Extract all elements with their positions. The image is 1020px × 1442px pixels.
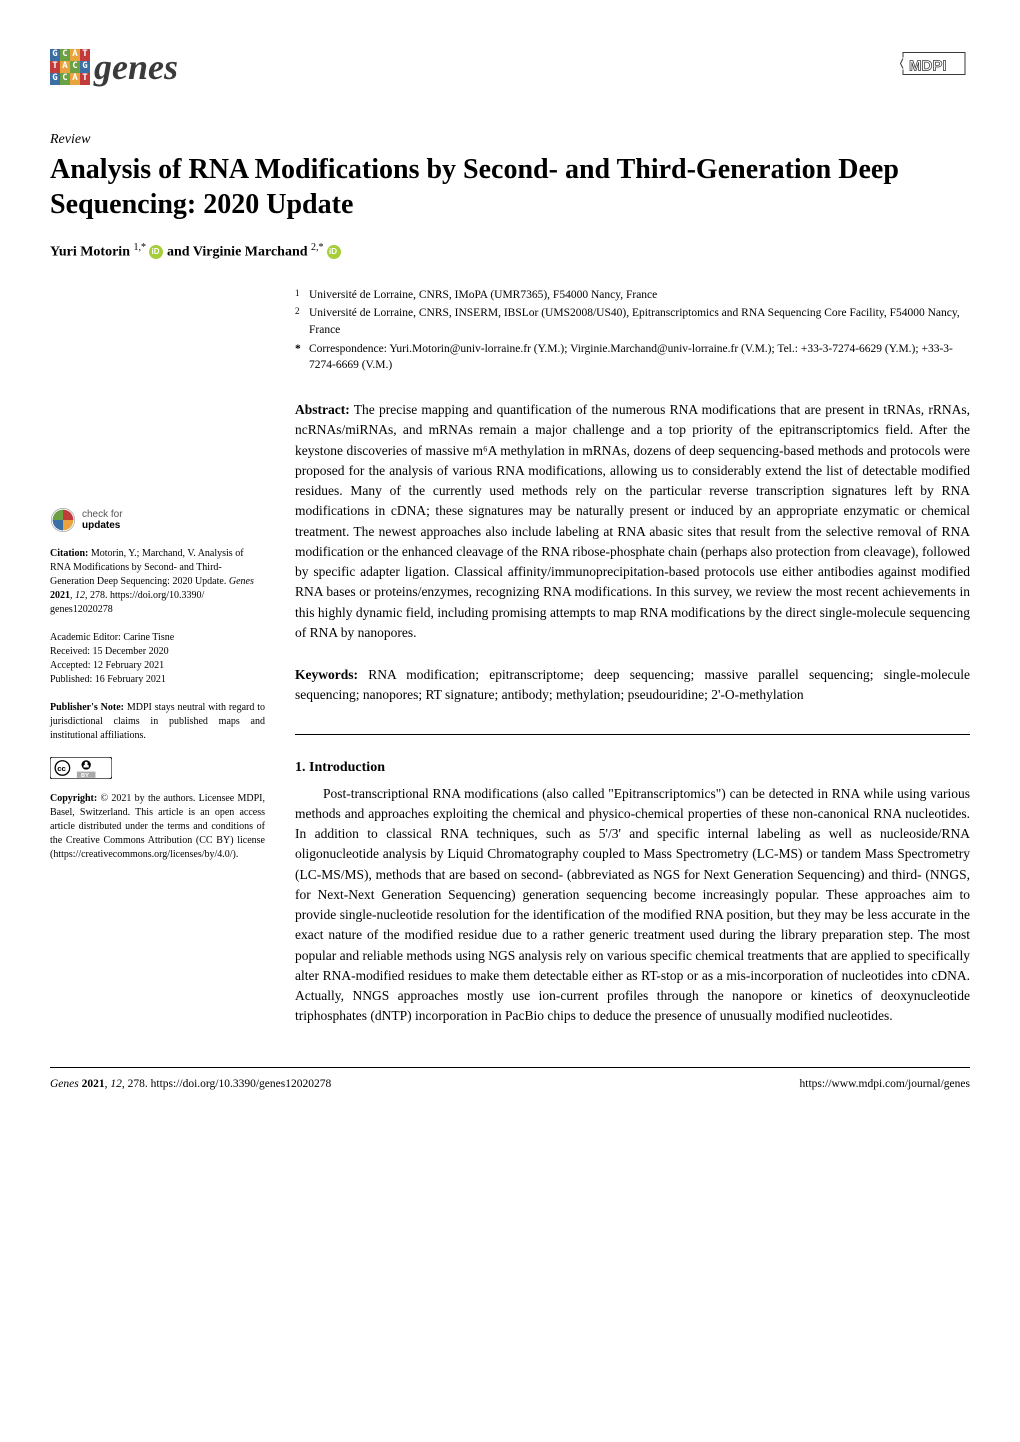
corr-star: * — [295, 341, 309, 358]
editor-name: Carine Tisne — [123, 632, 174, 643]
pubnote-label: Publisher's Note: — [50, 702, 124, 713]
cc-by-badge[interactable]: cc BY — [50, 757, 265, 784]
citation-block: Citation: Motorin, Y.; Marchand, V. Anal… — [50, 547, 265, 617]
footer-left: Genes 2021, 12, 278. https://doi.org/10.… — [50, 1076, 331, 1093]
author-1-star: * — [141, 242, 146, 253]
author-2-sup: 2, — [311, 242, 319, 253]
received-date: 15 December 2020 — [92, 646, 168, 657]
author-1-sup: 1, — [133, 242, 141, 253]
keywords-label: Keywords: — [295, 667, 358, 682]
page-footer: Genes 2021, 12, 278. https://doi.org/10.… — [50, 1067, 970, 1093]
author-2-star: * — [319, 242, 324, 253]
authors-line: Yuri Motorin 1,* and Virginie Marchand 2… — [50, 240, 970, 263]
svg-text:cc: cc — [57, 764, 66, 773]
corr-text: Correspondence: Yuri.Motorin@univ-lorrai… — [309, 343, 953, 372]
affil-1-text: Université de Lorraine, CNRS, IMoPA (UMR… — [309, 289, 657, 301]
section-divider — [295, 734, 970, 735]
article-type: Review — [50, 129, 970, 150]
orcid-icon[interactable] — [149, 245, 163, 259]
affiliations: 1Université de Lorraine, CNRS, IMoPA (UM… — [295, 287, 970, 374]
citation-rest: , 12, 278. https://doi.org/10.3390/ gene… — [50, 590, 204, 615]
article-title: Analysis of RNA Modifications by Second-… — [50, 152, 970, 222]
citation-journal: Genes — [229, 576, 254, 587]
journal-name: genes — [94, 40, 178, 94]
publisher-note: Publisher's Note: MDPI stays neutral wit… — [50, 701, 265, 743]
journal-logo: GCAT TACG GCAT genes — [50, 40, 178, 94]
copyright-block: Copyright: © 2021 by the authors. Licens… — [50, 792, 265, 862]
received-label: Received: — [50, 646, 92, 657]
genes-logo-grid: GCAT TACG GCAT — [50, 49, 90, 85]
footer-right: https://www.mdpi.com/journal/genes — [800, 1076, 970, 1093]
check-updates-badge[interactable]: check for updates — [50, 507, 265, 533]
accepted-label: Accepted: — [50, 660, 93, 671]
check-line1: check for — [82, 509, 123, 520]
publisher-logo: MDPI — [900, 46, 970, 87]
orcid-icon[interactable] — [327, 245, 341, 259]
section-1-heading: 1. Introduction — [295, 757, 970, 778]
abstract-text: The precise mapping and quantification o… — [295, 402, 970, 640]
editorial-dates: Academic Editor: Carine Tisne Received: … — [50, 631, 265, 687]
author-1: Yuri Motorin — [50, 245, 130, 260]
check-line2: updates — [82, 520, 123, 531]
editor-label: Academic Editor: — [50, 632, 123, 643]
published-date: 16 February 2021 — [95, 674, 166, 685]
author-2: Virginie Marchand — [193, 245, 308, 260]
page-header: GCAT TACG GCAT genes MDPI — [50, 40, 970, 94]
affil-1-num: 1 — [295, 287, 309, 300]
footer-journal: Genes — [50, 1078, 79, 1090]
svg-text:BY: BY — [81, 772, 89, 778]
abstract: Abstract: The precise mapping and quanti… — [295, 400, 970, 643]
published-label: Published: — [50, 674, 95, 685]
sidebar: check for updates Citation: Motorin, Y.;… — [50, 287, 265, 1027]
copyright-label: Copyright: — [50, 793, 97, 804]
affil-2-text: Université de Lorraine, CNRS, INSERM, IB… — [309, 307, 960, 336]
keywords: Keywords: RNA modification; epitranscrip… — [295, 665, 970, 706]
abstract-label: Abstract: — [295, 402, 350, 417]
main-content: 1Université de Lorraine, CNRS, IMoPA (UM… — [295, 287, 970, 1027]
affil-2-num: 2 — [295, 305, 309, 318]
citation-label: Citation: — [50, 548, 88, 559]
keywords-text: RNA modification; epitranscriptome; deep… — [295, 667, 970, 702]
section-1-p1: Post-transcriptional RNA modifications (… — [295, 784, 970, 1027]
citation-year: 2021 — [50, 590, 70, 601]
accepted-date: 12 February 2021 — [93, 660, 164, 671]
author-and: and — [167, 245, 193, 260]
svg-text:MDPI: MDPI — [909, 58, 947, 75]
